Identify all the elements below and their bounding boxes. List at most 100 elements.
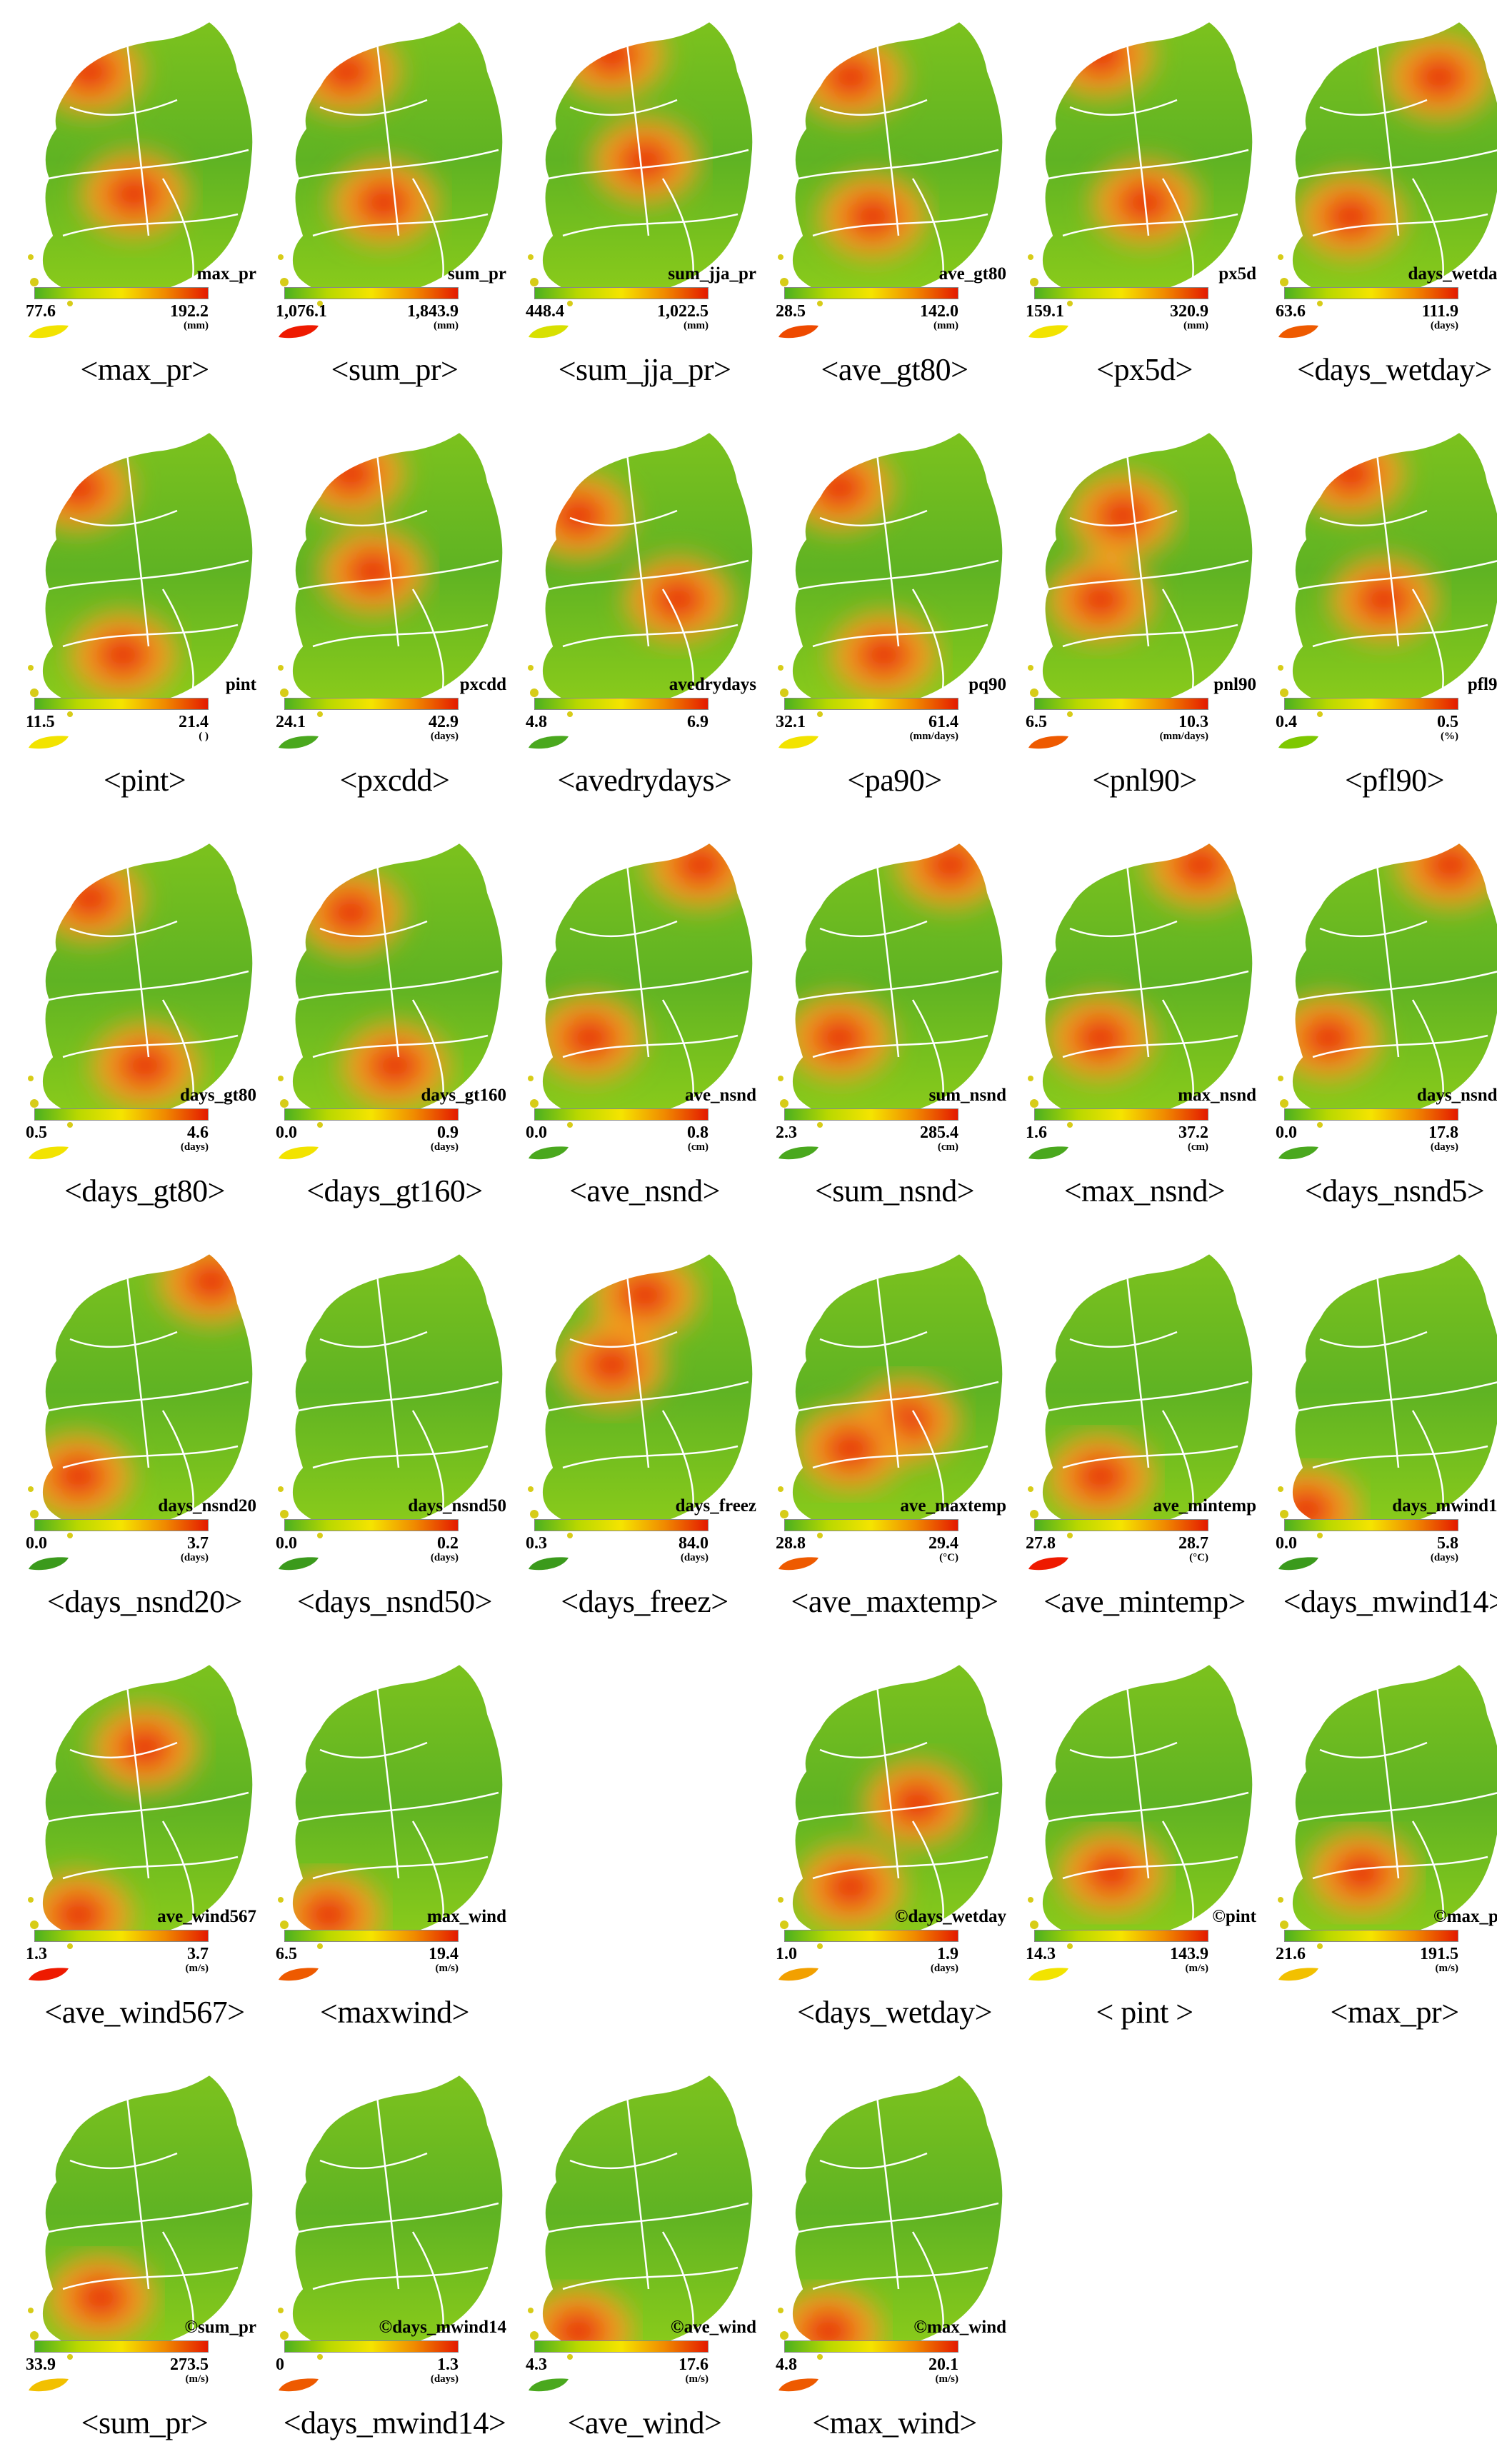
island: [1030, 1510, 1038, 1518]
island: [528, 1486, 534, 1492]
hotspot-core: [61, 49, 119, 94]
legend-unit: (days): [431, 1552, 459, 1564]
legend-unit: (mm): [1183, 320, 1208, 332]
island: [1280, 1510, 1288, 1518]
island: [280, 1099, 289, 1108]
map-caption: < pint >: [1006, 1994, 1283, 2030]
map-caption: <days_freez>: [506, 1583, 783, 1620]
map-caption: <days_nsnd20>: [6, 1583, 284, 1620]
legend-variable-name: ave_mintemp: [1153, 1496, 1256, 1516]
legend-unit: (m/s): [1186, 1963, 1209, 1975]
island: [530, 1510, 539, 1518]
legend-min-value: 0.5: [26, 1123, 47, 1143]
island: [278, 665, 284, 671]
hotspot-core: [1072, 1015, 1129, 1061]
island: [528, 665, 534, 671]
island: [1278, 254, 1283, 260]
map-caption: <days_nsnd50>: [256, 1583, 534, 1620]
island: [67, 711, 73, 717]
legend-leaf-icon: [27, 1965, 70, 1983]
korea-choropleth-map: [770, 1232, 1019, 1568]
map-caption: <max_pr>: [6, 351, 284, 388]
legend-max-value: 0.9: [437, 1123, 459, 1143]
hotspot-core: [822, 54, 879, 100]
legend-unit: (%): [1441, 731, 1458, 743]
hotspot-core: [322, 890, 379, 936]
korea-choropleth-map: [270, 0, 519, 336]
island: [567, 1533, 573, 1538]
legend-max-value: 1.9: [937, 1945, 958, 1964]
legend-leaf-icon: [27, 1555, 70, 1572]
map-caption: <days_nsnd5>: [1256, 1173, 1497, 1209]
legend-colorbar: [34, 698, 209, 710]
island: [317, 1122, 323, 1128]
island: [30, 1510, 39, 1518]
map-panel: pfl900.40.5(%)<pfl90>: [1270, 411, 1497, 821]
legend-unit: (days): [181, 1141, 209, 1153]
legend-leaf-icon: [277, 2376, 320, 2393]
legend-variable-name: sum_nsnd: [929, 1086, 1006, 1106]
island: [1280, 278, 1288, 286]
legend-unit: (days): [431, 1141, 459, 1153]
legend-colorbar: [34, 1108, 209, 1121]
legend-max-value: 28.7: [1178, 1534, 1208, 1553]
legend-variable-name: days_nsnd20: [158, 1496, 256, 1516]
map-caption: <sum_pr>: [6, 2405, 284, 2441]
legend-unit: (°C): [939, 1552, 958, 1564]
map-caption: <px5d>: [1006, 351, 1283, 388]
hotspot-core: [561, 1015, 619, 1061]
island: [1317, 711, 1323, 717]
korea-choropleth-map: [770, 2053, 1019, 2389]
island: [278, 1486, 284, 1492]
legend-min-value: 159.1: [1026, 302, 1064, 321]
legend-leaf-icon: [1027, 1555, 1070, 1572]
island: [778, 1486, 783, 1492]
legend-min-value: 63.6: [1276, 302, 1306, 321]
legend-unit: (days): [431, 2373, 459, 2385]
legend-unit: (m/s): [186, 2373, 209, 2385]
island: [28, 1486, 34, 1492]
korea-choropleth-map: [520, 2053, 769, 2389]
hotspot-core: [1300, 1015, 1357, 1061]
island: [817, 1122, 823, 1128]
legend-colorbar: [1284, 1519, 1458, 1531]
legend-min-value: 0.0: [276, 1123, 297, 1143]
legend-leaf-icon: [277, 1555, 320, 1572]
island: [1317, 1122, 1323, 1128]
hotspot-core: [1411, 54, 1468, 100]
legend-colorbar: [1284, 287, 1458, 299]
legend-colorbar: [1284, 1108, 1458, 1121]
island: [1067, 1943, 1073, 1949]
korea-choropleth-map: [20, 821, 269, 1157]
korea-choropleth-map: [520, 0, 769, 336]
korea-choropleth-map: [20, 1643, 269, 1978]
legend-min-value: 1.0: [776, 1945, 797, 1964]
legend-variable-name: pfl90: [1468, 675, 1497, 695]
legend-max-value: 285.4: [920, 1123, 958, 1143]
island: [780, 1099, 788, 1108]
island: [1067, 301, 1073, 306]
legend-colorbar: [1034, 1108, 1208, 1121]
island: [778, 2308, 783, 2313]
legend-variable-name: days_freez: [676, 1496, 756, 1516]
island: [30, 688, 39, 697]
legend-min-value: 0: [276, 2355, 284, 2375]
map-caption: <days_gt160>: [256, 1173, 534, 1209]
island: [1067, 1122, 1073, 1128]
island: [530, 278, 539, 286]
legend-max-value: 273.5: [170, 2355, 209, 2375]
legend-variable-name: days_nsnd5: [1417, 1086, 1497, 1106]
legend-max-value: 5.8: [1437, 1534, 1458, 1553]
map-caption: <sum_jja_pr>: [506, 351, 783, 388]
legend-leaf-icon: [527, 2376, 570, 2393]
legend-max-value: 29.4: [928, 1534, 958, 1553]
